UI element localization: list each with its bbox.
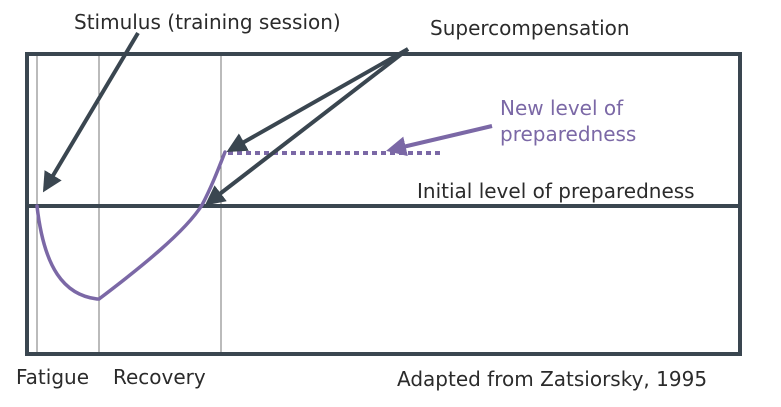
stimulus-label: Stimulus (training session) (74, 10, 341, 34)
recovery-label: Recovery (113, 365, 206, 389)
performance-curve (35, 150, 227, 301)
source-citation: Adapted from Zatsiorsky, 1995 (397, 367, 707, 391)
supercompensation-label: Supercompensation (430, 16, 630, 40)
new-level-arrow (386, 124, 493, 157)
fatigue-label: Fatigue (16, 365, 89, 389)
supercompensation-arrow-upper (226, 47, 409, 152)
stimulus-arrow (42, 31, 140, 193)
new-level-label-line2: preparedness (500, 122, 636, 146)
supercompensation-arrow-lower (204, 47, 410, 206)
initial-level-label: Initial level of preparedness (417, 179, 695, 203)
new-level-label-line1: New level of (500, 96, 624, 120)
